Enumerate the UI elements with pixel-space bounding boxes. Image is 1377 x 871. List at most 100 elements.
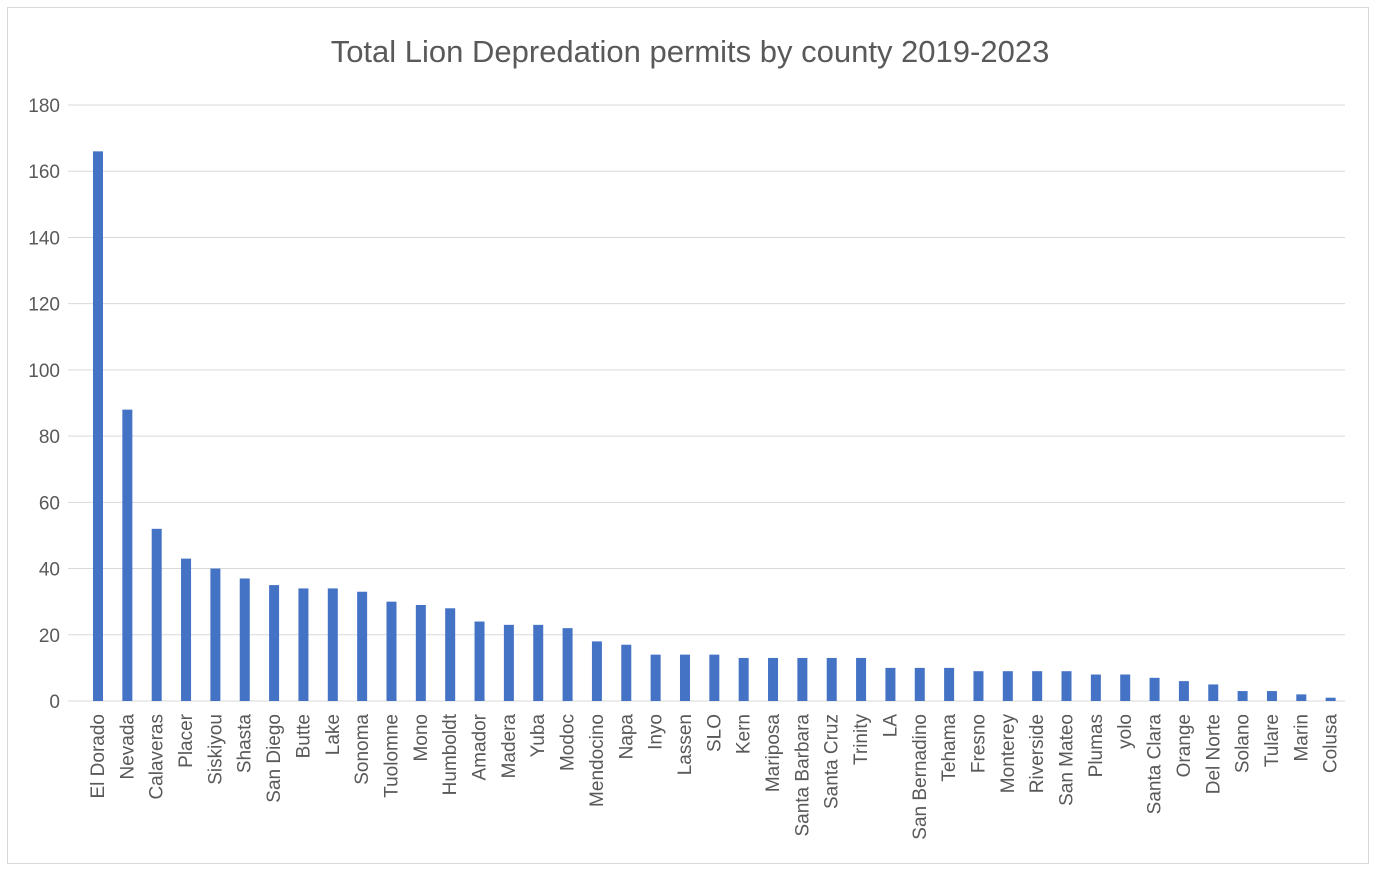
x-tick-label: LA [880, 714, 901, 738]
bar [1061, 671, 1072, 701]
bar [797, 657, 808, 701]
x-tick-label: Amador [470, 713, 491, 780]
y-tick-label: 40 [39, 560, 60, 581]
x-tick-label: Plumas [1086, 714, 1107, 777]
x-tick-label: Yuba [528, 714, 549, 758]
x-tick-label: SLO [704, 714, 725, 752]
chart-frame [7, 7, 1369, 864]
bar [944, 667, 955, 701]
bar [1266, 691, 1277, 701]
x-tick-label: San Mateo [1057, 714, 1078, 806]
bar [415, 604, 426, 701]
bars [93, 151, 1336, 701]
bar [239, 578, 250, 701]
x-tick-label: Nevada [117, 714, 138, 780]
bar [445, 608, 456, 701]
bar [1090, 674, 1101, 701]
bar [826, 657, 837, 701]
bar [1325, 697, 1336, 701]
x-tick-label: Kern [734, 714, 755, 754]
y-tick-label: 80 [39, 427, 60, 448]
y-axis-ticks: 0 20 40 60 80 100 120 140 160 180 [28, 96, 60, 713]
x-tick-label: Orange [1174, 714, 1195, 777]
bar [357, 591, 368, 701]
y-tick-label: 160 [28, 162, 60, 183]
x-tick-label: Calaveras [147, 714, 168, 800]
x-tick-label: Siskiyou [205, 714, 226, 785]
x-tick-label: Lassen [675, 714, 696, 775]
x-tick-label: Mono [411, 714, 432, 762]
x-axis-labels: El Dorado Nevada Calaveras Placer Siskiyou Sh… [88, 713, 1342, 839]
bar [503, 624, 514, 701]
x-tick-label: Madera [499, 714, 520, 779]
bar [591, 641, 602, 701]
bar [1120, 674, 1131, 701]
x-tick-label: Inyo [646, 714, 667, 750]
x-tick-label: Del Norte [1203, 714, 1224, 794]
x-tick-label: Butte [293, 714, 314, 758]
bar [650, 654, 661, 701]
x-tick-label: Tulare [1262, 714, 1283, 767]
x-tick-label: yolo [1115, 714, 1136, 749]
y-tick-label: 0 [49, 692, 60, 713]
bar [973, 671, 984, 701]
bar [93, 151, 103, 701]
x-tick-label: Monterey [998, 714, 1019, 794]
bar [679, 654, 690, 701]
y-tick-label: 100 [28, 361, 60, 382]
x-tick-label: Placer [176, 713, 197, 768]
y-tick-label: 60 [39, 493, 60, 514]
bar [298, 588, 309, 701]
bar [327, 588, 338, 701]
bar [151, 528, 162, 701]
x-tick-label: Tuolomne [381, 714, 402, 798]
x-tick-label: Trinity [851, 714, 872, 766]
bar [1178, 681, 1189, 701]
bar [269, 585, 280, 701]
bar [474, 621, 485, 701]
x-tick-label: Napa [616, 714, 637, 760]
bar [122, 409, 133, 701]
bar [914, 667, 925, 701]
x-tick-label: Santa Cruz [822, 714, 843, 809]
x-tick-label: Shasta [235, 714, 256, 774]
x-tick-label: Mariposa [763, 714, 784, 793]
bar [1296, 694, 1307, 701]
x-tick-label: Riverside [1027, 714, 1048, 793]
x-tick-label: Fresno [968, 714, 989, 773]
chart-title: Total Lion Depredation permits by county… [331, 34, 1050, 69]
bar [386, 601, 397, 701]
x-tick-label: Mendocino [587, 714, 608, 807]
bar [1208, 684, 1219, 701]
bar [533, 624, 544, 701]
bar [738, 657, 749, 701]
bar [709, 654, 720, 701]
bar [856, 657, 867, 701]
bar [1032, 671, 1043, 701]
x-tick-label: Santa Barbara [792, 714, 813, 837]
bar [1149, 677, 1160, 701]
bar [768, 657, 779, 701]
x-tick-label: Lake [323, 714, 344, 755]
bar [562, 628, 573, 701]
bar [885, 667, 896, 701]
bar [1002, 671, 1013, 701]
bar [181, 558, 192, 701]
x-tick-label: Santa Clara [1145, 714, 1166, 815]
x-tick-label: Modoc [558, 714, 579, 771]
x-tick-label: Humboldt [440, 713, 461, 795]
x-tick-label: Colusa [1321, 714, 1342, 774]
x-tick-label: El Dorado [88, 714, 109, 799]
y-tick-label: 180 [28, 96, 60, 117]
bar [1237, 691, 1248, 701]
x-tick-label: San Diego [264, 714, 285, 803]
y-tick-label: 120 [28, 295, 60, 316]
gridlines [68, 104, 1345, 702]
x-tick-label: Solano [1233, 714, 1254, 773]
x-tick-label: Tehama [939, 714, 960, 782]
y-tick-label: 140 [28, 228, 60, 249]
x-tick-label: San Bernadino [910, 714, 931, 840]
y-tick-label: 20 [39, 626, 60, 647]
x-tick-label: Marin [1291, 714, 1312, 762]
